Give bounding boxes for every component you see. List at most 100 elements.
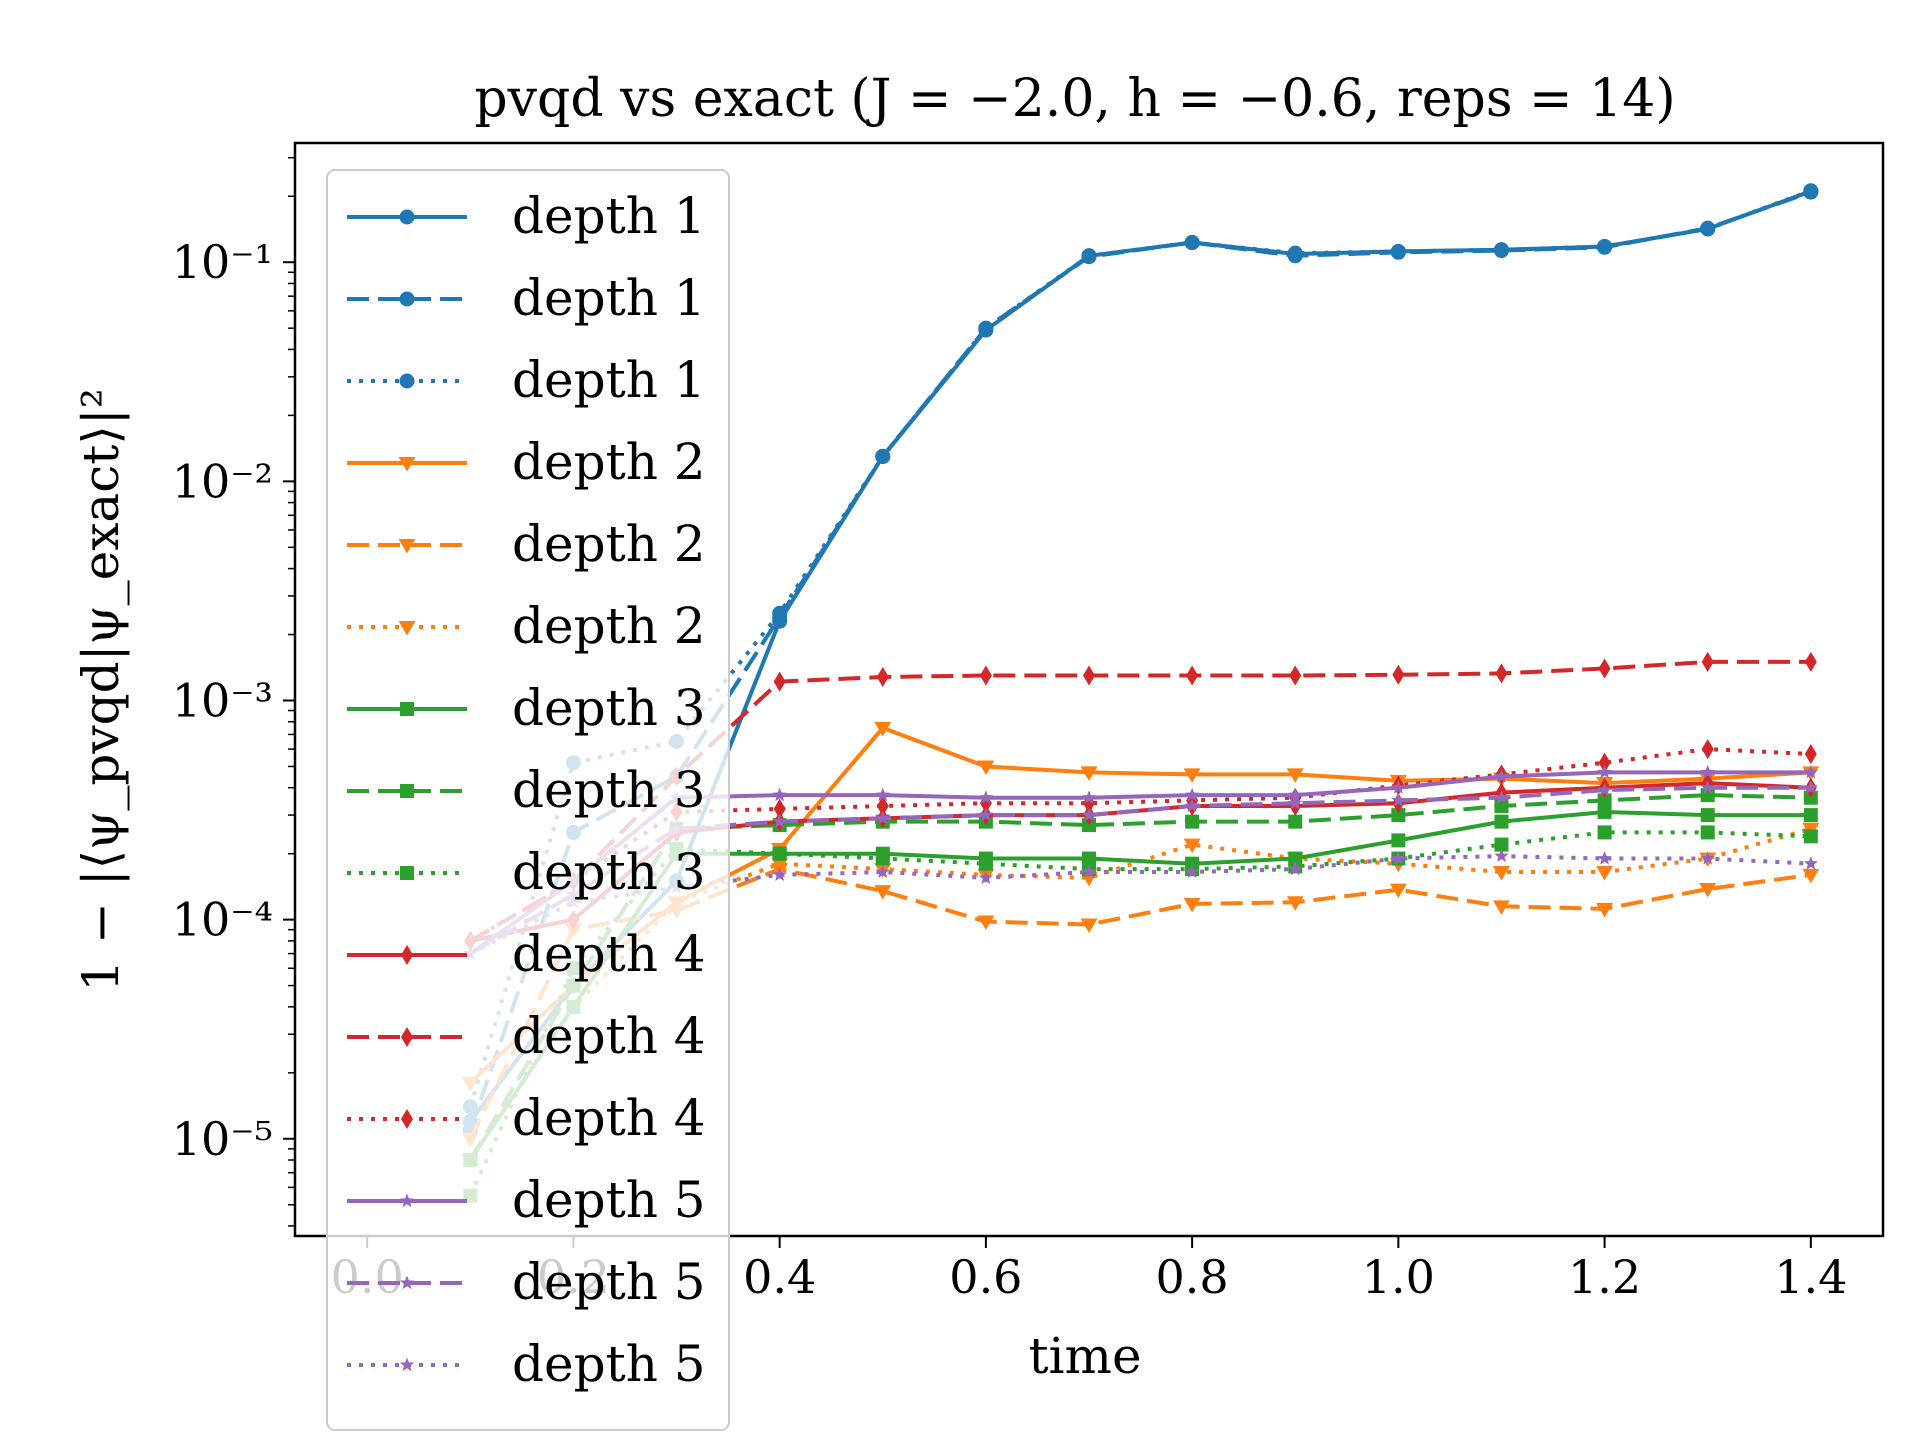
legend-marker xyxy=(399,1357,415,1372)
data-point xyxy=(978,870,994,884)
data-point xyxy=(1494,790,1509,804)
data-point xyxy=(1598,658,1611,679)
data-point xyxy=(1286,896,1304,911)
legend-marker xyxy=(399,209,415,225)
data-point xyxy=(1803,780,1818,794)
data-point xyxy=(979,665,992,686)
legend-entry: depth 1 xyxy=(347,269,706,327)
data-point xyxy=(874,721,892,737)
data-point xyxy=(1080,918,1098,934)
data-point xyxy=(1700,825,1715,840)
legend-label: depth 2 xyxy=(512,433,706,491)
data-point xyxy=(1598,752,1611,773)
x-axis-label: time xyxy=(1028,1327,1141,1385)
legend-entry: depth 3 xyxy=(347,679,706,737)
data-point xyxy=(1597,825,1612,840)
legend-label: depth 4 xyxy=(512,1089,706,1147)
legend-label: depth 2 xyxy=(512,597,706,655)
data-point xyxy=(1494,848,1509,863)
data-point xyxy=(1597,851,1612,865)
data-point xyxy=(1492,865,1510,881)
data-point xyxy=(1288,787,1303,802)
y-tick-label: 10⁻² xyxy=(172,454,273,508)
data-point xyxy=(1081,807,1097,822)
y-tick-label: 10⁻⁴ xyxy=(172,893,273,947)
legend-label: depth 2 xyxy=(512,515,706,573)
x-tick-label: 1.0 xyxy=(1362,1250,1435,1304)
chart-title: pvqd vs exact (J = −2.0, h = −0.6, reps … xyxy=(474,69,1675,129)
data-point xyxy=(978,320,994,336)
legend-label: depth 1 xyxy=(512,187,706,245)
legend-label: depth 5 xyxy=(512,1253,706,1311)
legend-marker xyxy=(400,702,414,716)
data-point xyxy=(1183,768,1201,783)
series-line xyxy=(469,854,1811,956)
data-point xyxy=(1288,795,1303,810)
data-point xyxy=(1186,665,1199,686)
x-tick-label: 0.4 xyxy=(743,1250,816,1304)
data-point xyxy=(1390,243,1406,259)
legend-entry: depth 2 xyxy=(347,515,706,573)
data-point xyxy=(1803,829,1818,844)
legend-entry: depth 3 xyxy=(347,843,706,901)
legend-entry: depth 5 xyxy=(347,1253,706,1311)
x-tick-label: 0.8 xyxy=(1156,1250,1229,1304)
data-point xyxy=(1083,665,1095,686)
data-point xyxy=(1183,838,1201,854)
data-point xyxy=(1081,864,1097,879)
legend-label: depth 5 xyxy=(512,1335,706,1393)
data-point xyxy=(1804,743,1817,764)
data-point xyxy=(977,915,995,931)
data-point xyxy=(1596,865,1614,881)
data-point xyxy=(978,807,994,822)
data-point xyxy=(1287,245,1303,261)
data-point xyxy=(773,671,786,692)
legend-marker xyxy=(401,1027,413,1047)
legend-label: depth 5 xyxy=(512,1171,706,1229)
data-point xyxy=(1701,651,1714,672)
data-point xyxy=(1184,864,1200,879)
legend-entry: depth 2 xyxy=(347,597,706,655)
data-point xyxy=(1700,221,1716,237)
data-point xyxy=(1391,851,1406,865)
legend-entry: depth 1 xyxy=(347,351,706,409)
legend-marker xyxy=(398,539,416,554)
data-point xyxy=(772,867,787,881)
data-point xyxy=(1389,883,1407,899)
data-point xyxy=(875,787,890,802)
data-point xyxy=(1288,861,1303,876)
data-point xyxy=(1597,238,1613,254)
data-point xyxy=(1184,798,1200,813)
data-point xyxy=(1391,833,1406,848)
legend-entry: depth 2 xyxy=(347,433,706,491)
x-tick-label: 1.4 xyxy=(1774,1250,1847,1304)
data-point xyxy=(1803,790,1818,805)
data-point xyxy=(1494,837,1509,852)
data-point xyxy=(1803,764,1818,779)
data-point xyxy=(1597,764,1612,779)
data-point xyxy=(1597,782,1612,797)
legend-marker xyxy=(399,291,415,307)
legend-entry: depth 1 xyxy=(347,187,706,245)
legend-label: depth 1 xyxy=(512,269,706,327)
data-point xyxy=(1699,882,1717,898)
legend-marker xyxy=(400,866,414,880)
data-point xyxy=(773,798,786,819)
legend-marker xyxy=(399,1275,415,1290)
data-point xyxy=(771,857,789,873)
data-point xyxy=(772,787,787,802)
data-point xyxy=(1185,814,1200,829)
data-point xyxy=(1493,242,1509,258)
legend-entry: depth 5 xyxy=(347,1335,706,1393)
data-point xyxy=(875,851,890,866)
axes-frame xyxy=(293,141,1885,1238)
legend-marker xyxy=(398,621,416,636)
data-point xyxy=(978,856,993,871)
legend-label: depth 3 xyxy=(512,679,706,737)
data-point xyxy=(1288,814,1303,829)
data-point xyxy=(875,448,891,464)
data-point xyxy=(772,605,788,621)
data-point xyxy=(1494,814,1509,829)
legend-entry: depth 5 xyxy=(347,1171,706,1229)
